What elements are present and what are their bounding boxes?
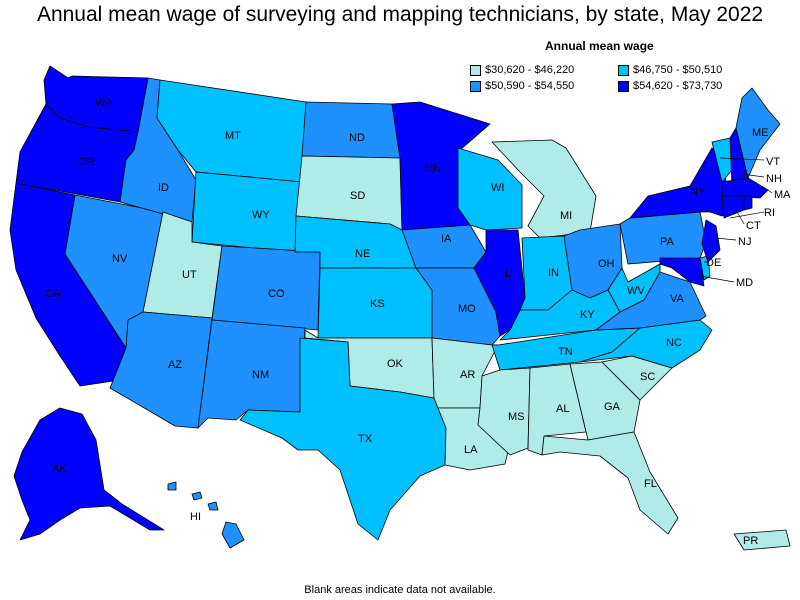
label-sc: SC <box>640 371 655 383</box>
state-ri[interactable] <box>743 195 753 211</box>
label-az: AZ <box>168 359 182 371</box>
label-wy: WY <box>252 209 270 221</box>
label-md: MD <box>736 277 753 289</box>
label-ct: CT <box>746 220 761 232</box>
state-ky[interactable] <box>499 289 621 341</box>
label-pa: PA <box>660 236 675 248</box>
label-de: DE <box>706 257 721 269</box>
label-wi: WI <box>491 182 504 194</box>
label-nv: NV <box>112 253 128 265</box>
legend-swatch-tier-3 <box>618 80 629 92</box>
label-nh: NH <box>766 173 782 185</box>
label-nm: NM <box>252 369 269 381</box>
legend-swatch-tier-0 <box>470 64 481 76</box>
legend-swatch-tier-1 <box>618 64 629 76</box>
label-wv: WV <box>627 285 645 297</box>
label-ky: KY <box>580 309 595 321</box>
legend-label-tier-2: $50,590 - $54,550 <box>485 80 575 92</box>
label-ne: NE <box>355 248 370 260</box>
label-ny: NY <box>690 186 706 198</box>
legend-label-tier-0: $30,620 - $46,220 <box>485 64 575 76</box>
label-co: CO <box>268 288 285 300</box>
label-me: ME <box>752 127 769 139</box>
state-wy[interactable] <box>191 171 303 253</box>
state-nj[interactable] <box>701 219 721 263</box>
state-me[interactable] <box>735 87 781 179</box>
legend-label-tier-3: $54,620 - $73,730 <box>633 80 723 92</box>
label-ms: MS <box>508 411 525 423</box>
label-sd: SD <box>350 190 365 202</box>
state-mi[interactable] <box>491 139 597 239</box>
label-wa: WA <box>95 97 113 109</box>
legend-label-tier-1: $46,750 - $50,510 <box>633 64 723 76</box>
label-la: LA <box>464 444 478 456</box>
state-wi[interactable] <box>457 147 523 231</box>
label-mn: MN <box>424 163 441 175</box>
legend-item-tier-1: $46,750 - $50,510 <box>618 64 722 76</box>
state-ga[interactable] <box>569 361 641 441</box>
label-nd: ND <box>349 132 365 144</box>
label-in: IN <box>548 267 559 279</box>
label-mt: MT <box>225 130 241 142</box>
label-ok: OK <box>387 358 404 370</box>
state-co[interactable] <box>211 245 321 331</box>
state-wv[interactable] <box>607 263 661 313</box>
label-ga: GA <box>604 401 621 413</box>
label-il: IL <box>502 268 511 280</box>
label-ma: MA <box>774 189 791 201</box>
label-tx: TX <box>358 433 373 445</box>
label-fl: FL <box>644 478 657 490</box>
legend-item-tier-3: $54,620 - $73,730 <box>618 80 722 92</box>
label-ri: RI <box>764 207 775 219</box>
label-mi: MI <box>560 210 572 222</box>
label-oh: OH <box>598 258 615 270</box>
label-tn: TN <box>558 346 573 358</box>
footnote: Blank areas indicate data not available. <box>304 584 496 596</box>
legend-item-tier-2: $50,590 - $54,550 <box>470 80 574 92</box>
label-al: AL <box>556 403 569 415</box>
label-ia: IA <box>441 233 452 245</box>
state-nd[interactable] <box>301 101 401 159</box>
label-nc: NC <box>666 337 682 349</box>
label-hi: HI <box>190 511 201 523</box>
map-title: Annual mean wage of surveying and mappin… <box>36 3 764 26</box>
label-ut: UT <box>182 269 197 281</box>
label-ar: AR <box>460 369 475 381</box>
label-ak: AK <box>52 463 67 475</box>
label-ca: CA <box>45 288 61 300</box>
label-va: VA <box>670 293 685 305</box>
legend-title: Annual mean wage <box>545 39 654 53</box>
state-ny[interactable] <box>629 147 731 219</box>
legend-item-tier-0: $30,620 - $46,220 <box>470 64 574 76</box>
state-il[interactable] <box>473 229 526 337</box>
state-ak[interactable] <box>13 407 165 541</box>
label-vt: VT <box>766 156 780 168</box>
state-tx[interactable] <box>239 337 447 541</box>
state-hi[interactable] <box>167 481 245 549</box>
state-ia[interactable] <box>401 224 487 269</box>
legend-swatch-tier-2 <box>470 80 481 92</box>
state-pr[interactable] <box>733 529 791 551</box>
state-ct[interactable] <box>721 195 745 219</box>
state-fl[interactable] <box>541 431 679 535</box>
state-ma[interactable] <box>721 177 769 199</box>
label-mo: MO <box>458 303 476 315</box>
label-or: OR <box>78 156 95 168</box>
label-nj: NJ <box>738 236 751 248</box>
label-leader-lines <box>699 157 773 283</box>
label-ks: KS <box>370 298 385 310</box>
state-labels: WA OR CA NV ID MT WY UT AZ CO NM ND SD N… <box>45 97 791 547</box>
label-pr: PR <box>743 535 758 547</box>
label-id: ID <box>158 182 169 194</box>
